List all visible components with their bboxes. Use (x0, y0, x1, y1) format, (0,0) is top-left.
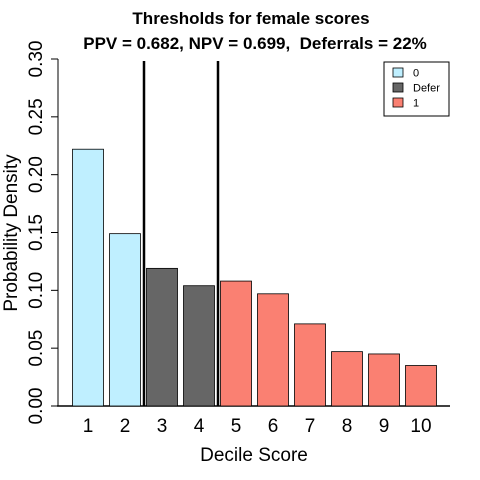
x-tick-label: 1 (83, 416, 94, 437)
legend-label: 0 (413, 68, 419, 80)
legend-swatch (392, 67, 404, 78)
legend-label: 1 (413, 98, 419, 110)
plot-area: 0.000.050.100.150.200.250.301 2 3 4 5 6 7 8 9 10 (26, 41, 450, 437)
bar (109, 233, 141, 407)
y-tick-label: 0.20 (26, 156, 47, 193)
bar (294, 323, 326, 407)
chart-subtitle: PPV = 0.682, NPV = 0.699, Deferrals = 22… (83, 34, 427, 53)
bar (183, 285, 215, 407)
x-tick-label: 9 (379, 416, 390, 437)
y-tick-label: 0.10 (26, 272, 47, 309)
x-tick-label: 5 (231, 416, 242, 437)
bar (405, 365, 437, 407)
x-axis-label: Decile Score (200, 445, 308, 466)
y-tick-label: 0.15 (26, 214, 47, 251)
y-tick-label: 0.30 (26, 41, 47, 78)
x-tick-label: 10 (410, 416, 431, 437)
bar (146, 267, 178, 407)
legend-label: Defer (413, 83, 440, 95)
bar (331, 351, 363, 407)
x-tick-label: 8 (342, 416, 353, 437)
bar (220, 280, 252, 407)
x-tick-label: 4 (194, 416, 205, 437)
y-tick-label: 0.25 (26, 98, 47, 135)
x-tick-label: 7 (305, 416, 316, 437)
x-tick-label: 2 (120, 416, 131, 437)
x-tick-label: 6 (268, 416, 279, 437)
bar (72, 148, 104, 407)
y-tick-label: 0.00 (26, 388, 47, 425)
bar (257, 293, 289, 407)
legend: 0 Defer 1 (383, 61, 450, 117)
legend-swatch (392, 82, 404, 93)
chart-title: Thresholds for female scores (132, 9, 369, 28)
y-tick-label: 0.05 (26, 330, 47, 367)
y-axis-label: Probability Density (1, 154, 22, 312)
x-tick-label: 3 (157, 416, 168, 437)
legend-swatch (392, 97, 404, 108)
bar (368, 353, 400, 407)
